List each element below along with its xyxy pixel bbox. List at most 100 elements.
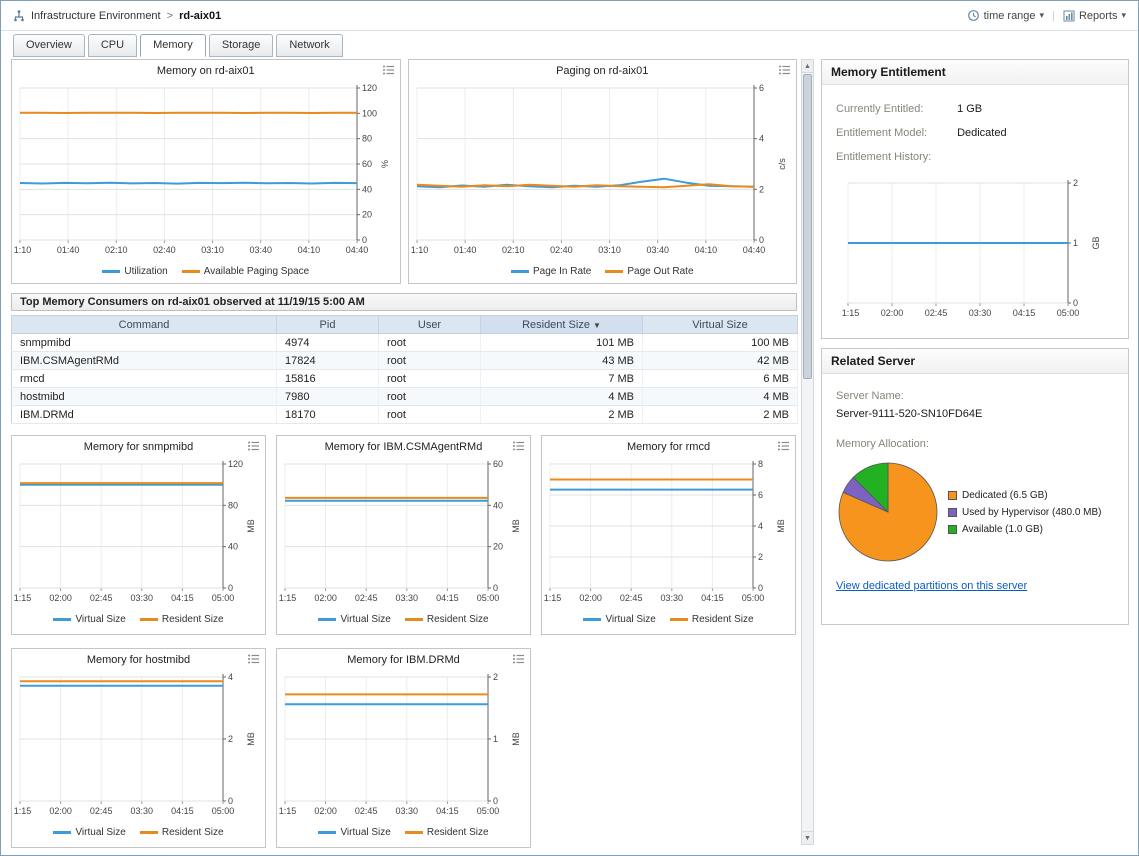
svg-text:01:15: 01:15 [279, 806, 296, 816]
chart-legend: Utilization Available Paging Space [12, 260, 400, 278]
legend-swatch [181, 270, 200, 273]
tab-cpu[interactable]: CPU [87, 34, 138, 57]
svg-text:02:00: 02:00 [314, 593, 337, 603]
svg-text:40: 40 [493, 500, 503, 510]
pie-legend-item: Dedicated (6.5 GB) [948, 490, 1102, 501]
chart-menu-icon[interactable] [512, 653, 525, 665]
legend-swatch [139, 831, 158, 834]
reports-label: Reports [1078, 9, 1118, 22]
svg-text:02:00: 02:00 [579, 593, 602, 603]
svg-text:6: 6 [758, 490, 763, 500]
svg-text:01:40: 01:40 [454, 245, 477, 255]
svg-text:MB: MB [511, 732, 521, 746]
legend-item: Virtual Size [318, 614, 391, 625]
related-server-panel: Related Server Server Name: Server-9111-… [821, 348, 1129, 625]
chart-legend: Virtual Size Resident Size [277, 821, 530, 839]
svg-text:03:30: 03:30 [396, 806, 419, 816]
scroll-up-button[interactable]: ▲ [802, 60, 813, 73]
chart-legend: Page In Rate Page Out Rate [409, 260, 797, 278]
svg-text:01:15: 01:15 [544, 593, 561, 603]
table-cell: 2 MB [480, 405, 643, 424]
table-row[interactable]: rmcd 15816 root 7 MB 6 MB [11, 369, 798, 388]
chart-menu-icon[interactable] [777, 440, 790, 452]
column-header-virtual-size[interactable]: Virtual Size [642, 315, 798, 334]
pie-legend-swatch [948, 507, 957, 517]
chart-legend: Virtual Size Resident Size [542, 608, 795, 626]
svg-text:MB: MB [246, 732, 256, 746]
sidebar: Memory Entitlement Currently Entitled: 1… [821, 59, 1129, 634]
chart-menu-icon[interactable] [247, 653, 260, 665]
chart-canvas-memory-host: 01:10 01:40 02:10 02:40 03:10 03:40 04:10 04:40… [14, 83, 390, 255]
svg-text:0: 0 [228, 583, 233, 593]
chart-menu-icon[interactable] [512, 440, 525, 452]
svg-text:04:15: 04:15 [171, 593, 194, 603]
svg-text:04:15: 04:15 [436, 593, 459, 603]
svg-text:1: 1 [1073, 238, 1078, 248]
table-cell: 101 MB [480, 333, 643, 352]
field-label: Currently Entitled: [836, 103, 924, 115]
svg-text:05:00: 05:00 [212, 806, 235, 816]
pie-legend: Dedicated (6.5 GB) Used by Hypervisor (48… [948, 487, 1102, 538]
chart-title: Memory for IBM.DRMd [347, 654, 460, 666]
header-actions: time range ▾ | Reports ▾ [967, 9, 1126, 22]
table-row[interactable]: IBM.DRMd 18170 root 2 MB 2 MB [11, 405, 798, 424]
column-header-pid[interactable]: Pid [276, 315, 379, 334]
field-entitlement-model: Entitlement Model: Dedicated [836, 127, 1114, 139]
time-range-control[interactable]: time range ▾ [967, 9, 1044, 22]
reports-control[interactable]: Reports ▾ [1063, 10, 1126, 22]
table-row[interactable]: hostmibd 7980 root 4 MB 4 MB [11, 387, 798, 406]
svg-text:0: 0 [759, 235, 764, 245]
column-header-command[interactable]: Command [11, 315, 277, 334]
header-divider: | [1052, 9, 1055, 22]
table-row[interactable]: IBM.CSMAgentRMd 17824 root 43 MB 42 MB [11, 351, 798, 370]
tab-overview[interactable]: Overview [13, 34, 85, 57]
scroll-down-button[interactable]: ▼ [802, 831, 813, 844]
chart-canvas-snmpmibd: 01:15 02:00 02:45 03:30 04:15 05:000 40 80 120 MB [14, 459, 256, 603]
scrollbar-thumb[interactable] [803, 74, 812, 379]
tab-memory[interactable]: Memory [140, 34, 206, 57]
chart-menu-icon[interactable] [382, 64, 395, 76]
svg-text:02:45: 02:45 [925, 308, 948, 318]
svg-text:03:30: 03:30 [969, 308, 992, 318]
main-content: Memory on rd-aix01 01:1001:4002:1002:400… [11, 59, 798, 848]
svg-text:0: 0 [758, 583, 763, 593]
table-cell: rmcd [11, 369, 277, 388]
svg-text:01:15: 01:15 [14, 806, 31, 816]
tab-storage[interactable]: Storage [208, 34, 274, 57]
svg-text:120: 120 [228, 459, 243, 469]
svg-text:04:40: 04:40 [346, 245, 369, 255]
memory-allocation-pie-chart [838, 462, 938, 562]
related-server-title: Related Server [822, 349, 1128, 374]
breadcrumb-root-link[interactable]: Infrastructure Environment [31, 9, 161, 22]
svg-text:GB: GB [1091, 236, 1101, 249]
svg-text:04:10: 04:10 [694, 245, 717, 255]
table-cell: snmpmibd [11, 333, 277, 352]
svg-text:04:15: 04:15 [171, 806, 194, 816]
column-header-user[interactable]: User [378, 315, 481, 334]
chart-menu-icon[interactable] [247, 440, 260, 452]
view-partitions-link[interactable]: View dedicated partitions on this server [836, 580, 1028, 592]
svg-text:03:30: 03:30 [131, 593, 154, 603]
table-cell: 4 MB [642, 387, 798, 406]
svg-text:01:10: 01:10 [411, 245, 428, 255]
tab-network[interactable]: Network [276, 34, 343, 57]
vertical-scrollbar[interactable]: ▲ ▼ [801, 59, 814, 845]
table-row[interactable]: snmpmibd 4974 root 101 MB 100 MB [11, 333, 798, 352]
table-body: snmpmibd 4974 root 101 MB 100 MB IBM.CSMAgent… [11, 333, 798, 424]
memory-allocation-label: Memory Allocation: [836, 438, 929, 450]
svg-text:0: 0 [362, 235, 367, 245]
chart-menu-icon[interactable] [778, 64, 791, 76]
consumers-header: Top Memory Consumers on rd-aix01 observe… [11, 293, 797, 311]
legend-item: Resident Size [404, 827, 489, 838]
column-header-resident-size[interactable]: Resident Size ▼ [480, 315, 643, 334]
svg-text:01:15: 01:15 [279, 593, 296, 603]
svg-text:MB: MB [511, 519, 521, 533]
table-cell: 4974 [276, 333, 379, 352]
table-cell: 7980 [276, 387, 379, 406]
chart-legend: Virtual Size Resident Size [277, 608, 530, 626]
svg-text:MB: MB [246, 519, 256, 533]
chart-title: Memory for hostmibd [86, 654, 191, 666]
svg-text:0: 0 [493, 583, 498, 593]
legend-item: Virtual Size [53, 614, 126, 625]
svg-text:20: 20 [493, 542, 503, 552]
